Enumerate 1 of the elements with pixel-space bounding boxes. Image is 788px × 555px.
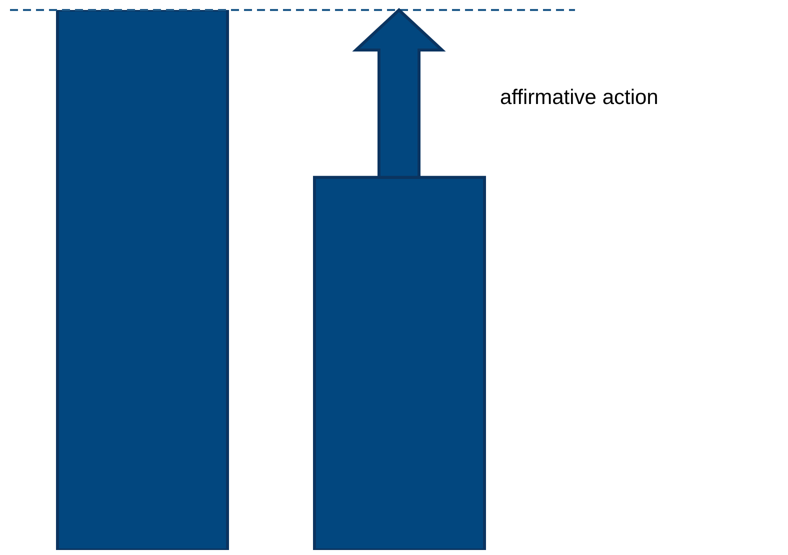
annotation: affirmative action [500, 86, 658, 110]
